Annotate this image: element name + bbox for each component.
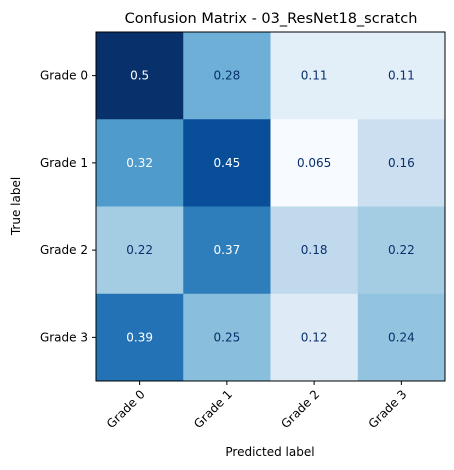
- heatmap-cell: [96, 119, 184, 207]
- y-tick-label: Grade 2: [40, 243, 88, 257]
- cell-value-label: 0.16: [388, 156, 415, 170]
- heatmap-cell: [96, 293, 184, 382]
- cell-value-label: 0.32: [126, 156, 153, 170]
- heatmap-cell: [270, 32, 359, 120]
- y-axis-label: True label: [9, 177, 23, 236]
- chart-title: Confusion Matrix - 03_ResNet18_scratch: [125, 11, 418, 27]
- cell-value-label: 0.065: [297, 156, 331, 170]
- cell-value-label: 0.22: [388, 243, 415, 257]
- heatmap-cell: [357, 206, 446, 295]
- x-tick-label: Grade 2: [278, 387, 322, 431]
- heatmap-cells: 0.5 0.28 0.11 0.11 0.32 0.45 0.065 0.16 0.22 0.37…: [96, 32, 446, 382]
- heatmap-cell: [183, 32, 271, 120]
- heatmap-cell: [357, 119, 446, 207]
- heatmap-cell: [183, 293, 271, 382]
- cell-value-label: 0.22: [126, 243, 153, 257]
- heatmap-cell: [270, 206, 359, 295]
- heatmap-cell: [270, 293, 359, 382]
- cell-value-label: 0.11: [301, 69, 328, 83]
- x-axis-ticks: Grade 0 Grade 1 Grade 2 Grade 3: [104, 381, 410, 431]
- x-axis-label: Predicted label: [225, 445, 314, 459]
- heatmap-cell: [96, 206, 184, 295]
- cell-value-label: 0.45: [214, 156, 241, 170]
- cell-value-label: 0.24: [388, 330, 415, 344]
- y-tick-label: Grade 1: [40, 156, 88, 170]
- cell-value-label: 0.11: [388, 69, 415, 83]
- cell-value-label: 0.37: [214, 243, 241, 257]
- cell-value-label: 0.18: [301, 243, 328, 257]
- cell-value-label: 0.5: [130, 69, 149, 83]
- heatmap-cell: [357, 293, 446, 382]
- heatmap-cell: [96, 32, 184, 120]
- cell-value-label: 0.39: [126, 330, 153, 344]
- heatmap-cell: [183, 119, 271, 207]
- x-tick-label: Grade 1: [191, 387, 235, 431]
- cell-value-label: 0.28: [214, 69, 241, 83]
- plot-frame: [95, 31, 446, 382]
- cell-value-label: 0.25: [214, 330, 241, 344]
- x-tick-label: Grade 0: [104, 387, 148, 431]
- heatmap-cell: [270, 119, 359, 207]
- cell-value-label: 0.12: [301, 330, 328, 344]
- x-tick-label: Grade 3: [366, 387, 410, 431]
- heatmap-cell: [183, 206, 271, 295]
- y-tick-label: Grade 3: [40, 330, 88, 344]
- heatmap-cell: [357, 32, 446, 120]
- y-axis-ticks: Grade 0 Grade 1 Grade 2 Grade 3: [40, 69, 96, 344]
- y-tick-label: Grade 0: [40, 69, 88, 83]
